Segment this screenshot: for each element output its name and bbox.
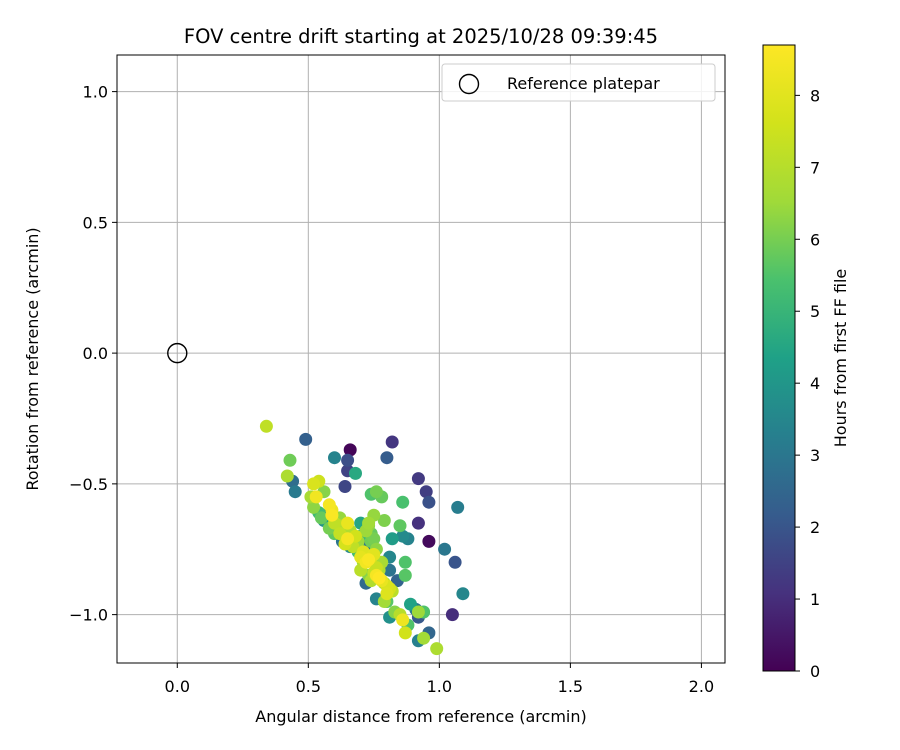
scatter-point xyxy=(367,532,381,546)
scatter-point xyxy=(398,568,412,582)
legend-marker-reference xyxy=(458,73,480,95)
y-tick-label: 0.0 xyxy=(83,344,108,363)
colorbar-label: Hours from first FF file xyxy=(831,269,850,448)
scatter-point xyxy=(396,529,410,543)
scatter-point xyxy=(283,453,297,467)
scatter-point xyxy=(411,605,425,619)
scatter-point xyxy=(451,500,465,514)
scatter-point xyxy=(349,466,362,480)
scatter-point xyxy=(398,555,412,569)
colorbar-tick-label: 5 xyxy=(810,302,820,321)
scatter-point xyxy=(404,597,417,611)
scatter-point xyxy=(393,519,407,533)
scatter-point xyxy=(372,571,386,585)
legend: Reference platepar xyxy=(441,63,716,102)
scatter-point xyxy=(411,472,425,486)
scatter-point xyxy=(438,542,452,556)
scatter-point xyxy=(341,453,355,467)
legend-label-reference: Reference platepar xyxy=(507,74,660,93)
scatter-point xyxy=(280,469,294,483)
colorbar-tick-label: 6 xyxy=(810,230,820,249)
scatter-point xyxy=(456,587,470,601)
scatter-point xyxy=(362,516,376,530)
y-tick-label: −0.5 xyxy=(69,475,108,494)
scatter-point xyxy=(328,451,341,465)
colorbar-tick-label: 8 xyxy=(810,86,820,105)
reference-marker-group xyxy=(167,342,188,364)
scatter-point xyxy=(383,563,397,577)
y-axis-ticks: 1.0 0.5 0.0 −0.5 −1.0 xyxy=(69,83,117,625)
scatter-point xyxy=(341,532,355,546)
colorbar-frame xyxy=(762,44,796,672)
scatter-point xyxy=(396,495,410,509)
y-axis-label: Rotation from reference (arcmin) xyxy=(23,227,42,490)
scatter-point xyxy=(362,553,376,567)
plot-area-frame xyxy=(116,54,726,664)
x-axis-label: Angular distance from reference (arcmin) xyxy=(255,707,586,726)
scatter-point xyxy=(288,485,302,499)
scatter-point xyxy=(448,555,462,569)
scatter-point xyxy=(338,480,352,493)
scatter-point xyxy=(385,435,399,449)
colorbar-tick-label: 0 xyxy=(810,662,820,681)
scatter-point xyxy=(417,631,431,645)
scatter-point xyxy=(380,587,394,601)
scatter-point xyxy=(307,477,321,491)
legend-box xyxy=(441,63,716,102)
scatter-points xyxy=(259,419,470,656)
colorbar-gradient xyxy=(763,45,795,671)
colorbar-tick-label: 1 xyxy=(810,590,820,609)
colorbar: 0 1 2 3 4 5 6 7 8 Hours from first FF file xyxy=(762,44,850,681)
y-tick-label: 0.5 xyxy=(83,213,108,232)
x-tick-label: 0.5 xyxy=(296,677,321,696)
scatter-point xyxy=(445,608,459,622)
scatter-point xyxy=(422,495,436,509)
scatter-point xyxy=(411,516,425,530)
scatter-point xyxy=(422,534,436,548)
scatter-point xyxy=(341,516,355,530)
colorbar-tick-label: 4 xyxy=(810,374,820,393)
x-tick-label: 2.0 xyxy=(689,677,714,696)
y-tick-label: −1.0 xyxy=(69,606,108,625)
x-tick-label: 0.0 xyxy=(165,677,190,696)
chart-title: FOV centre drift starting at 2025/10/28 … xyxy=(184,25,658,48)
scatter-point xyxy=(380,451,394,465)
colorbar-ticks: 0 1 2 3 4 5 6 7 8 xyxy=(795,86,820,681)
scatter-point xyxy=(307,500,321,514)
scatter-point xyxy=(369,485,383,499)
colorbar-tick-label: 3 xyxy=(810,446,820,465)
scatter-point xyxy=(419,485,433,499)
scatter-point xyxy=(430,642,444,656)
reference-marker xyxy=(167,342,188,364)
scatter-point xyxy=(343,443,357,457)
colorbar-tick-label: 7 xyxy=(810,158,820,177)
scatter-point xyxy=(398,626,412,640)
x-tick-label: 1.5 xyxy=(558,677,583,696)
scatter-point xyxy=(385,532,399,546)
x-axis-ticks: 0.0 0.5 1.0 1.5 2.0 xyxy=(165,663,714,696)
grid-lines xyxy=(117,55,725,663)
scatter-point xyxy=(309,490,323,504)
scatter-point xyxy=(396,613,410,627)
scatter-point xyxy=(314,511,328,525)
y-tick-label: 1.0 xyxy=(83,83,108,102)
scatter-point xyxy=(322,498,336,512)
scatter-point xyxy=(259,419,273,433)
scatter-point xyxy=(325,508,339,522)
x-tick-label: 1.0 xyxy=(427,677,452,696)
colorbar-tick-label: 2 xyxy=(810,518,820,537)
scatter-point xyxy=(299,432,313,446)
scatter-point xyxy=(377,514,391,527)
